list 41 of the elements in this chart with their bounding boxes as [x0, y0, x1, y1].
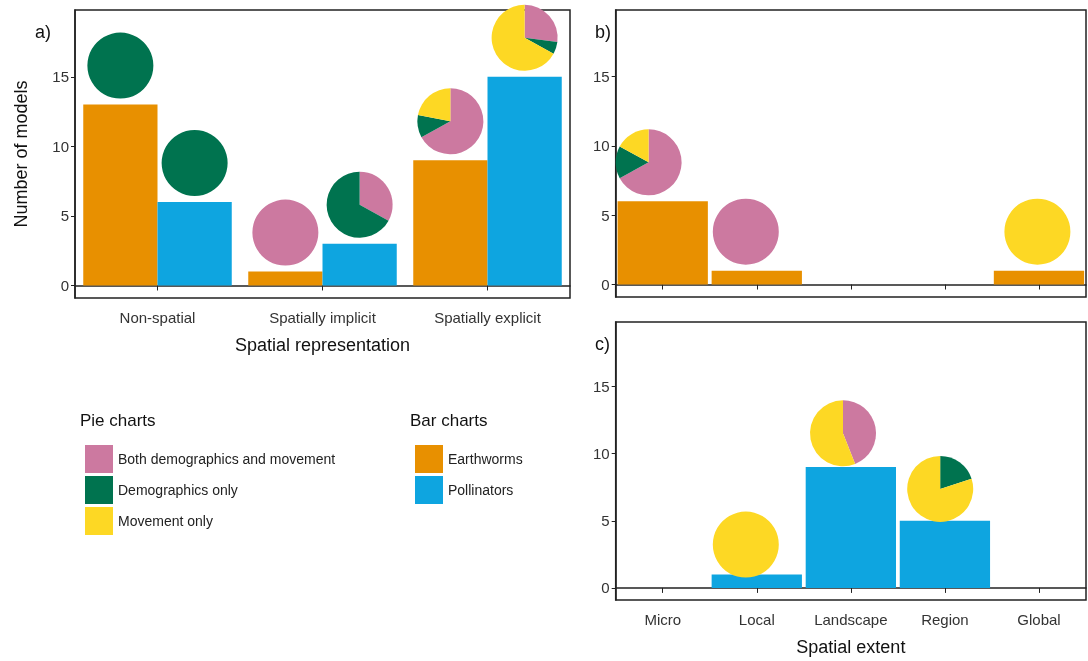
x-tick-label: Local — [738, 611, 775, 628]
y-tick-label: 15 — [52, 68, 69, 86]
bar — [322, 243, 397, 286]
x-tick-label: Spatially explicit — [434, 309, 542, 326]
x-axis-title: Spatial representation — [234, 335, 411, 355]
legend-title: Pie charts — [80, 411, 156, 430]
legend-label: Demographics only — [118, 482, 238, 498]
bar — [805, 467, 896, 588]
text: c) — [595, 334, 610, 354]
bar — [413, 160, 488, 286]
y-tick-label: 15 — [593, 68, 610, 86]
y-tick-label: 15 — [593, 377, 610, 395]
x-tick-label: Non-spatial — [119, 309, 196, 326]
bar — [157, 202, 232, 286]
x-tick-label: Spatially implicit — [269, 309, 377, 326]
x-tick-label: Landscape — [814, 611, 888, 628]
legend-title: Bar charts — [410, 411, 488, 430]
x-tick-label: Global — [1017, 611, 1061, 628]
legend-label: Movement only — [118, 513, 213, 529]
x-axis-title: Spatial extent — [796, 637, 906, 657]
y-tick-label: 5 — [60, 207, 69, 225]
text: b) — [595, 22, 612, 42]
y-tick-label: 5 — [601, 206, 610, 224]
y-tick-label: 0 — [601, 276, 610, 294]
text: a) — [35, 22, 52, 42]
bar — [248, 271, 323, 286]
x-tick-label: Region — [921, 611, 969, 628]
y-axis-title: Number of models — [11, 80, 31, 228]
bar — [487, 76, 562, 286]
legend-label: Both demographics and movement — [118, 451, 336, 467]
y-tick-label: 0 — [601, 579, 610, 597]
y-tick-label: 5 — [601, 512, 610, 530]
legend-label: Earthworms — [448, 451, 523, 467]
y-tick-label: 10 — [52, 137, 69, 155]
bar — [83, 104, 158, 286]
y-tick-label: 0 — [60, 276, 69, 294]
y-tick-label: 10 — [593, 137, 610, 155]
legend-label: Pollinators — [448, 482, 514, 498]
y-tick-label: 10 — [593, 445, 610, 463]
bar — [711, 574, 802, 588]
x-tick-label: Micro — [644, 611, 682, 628]
